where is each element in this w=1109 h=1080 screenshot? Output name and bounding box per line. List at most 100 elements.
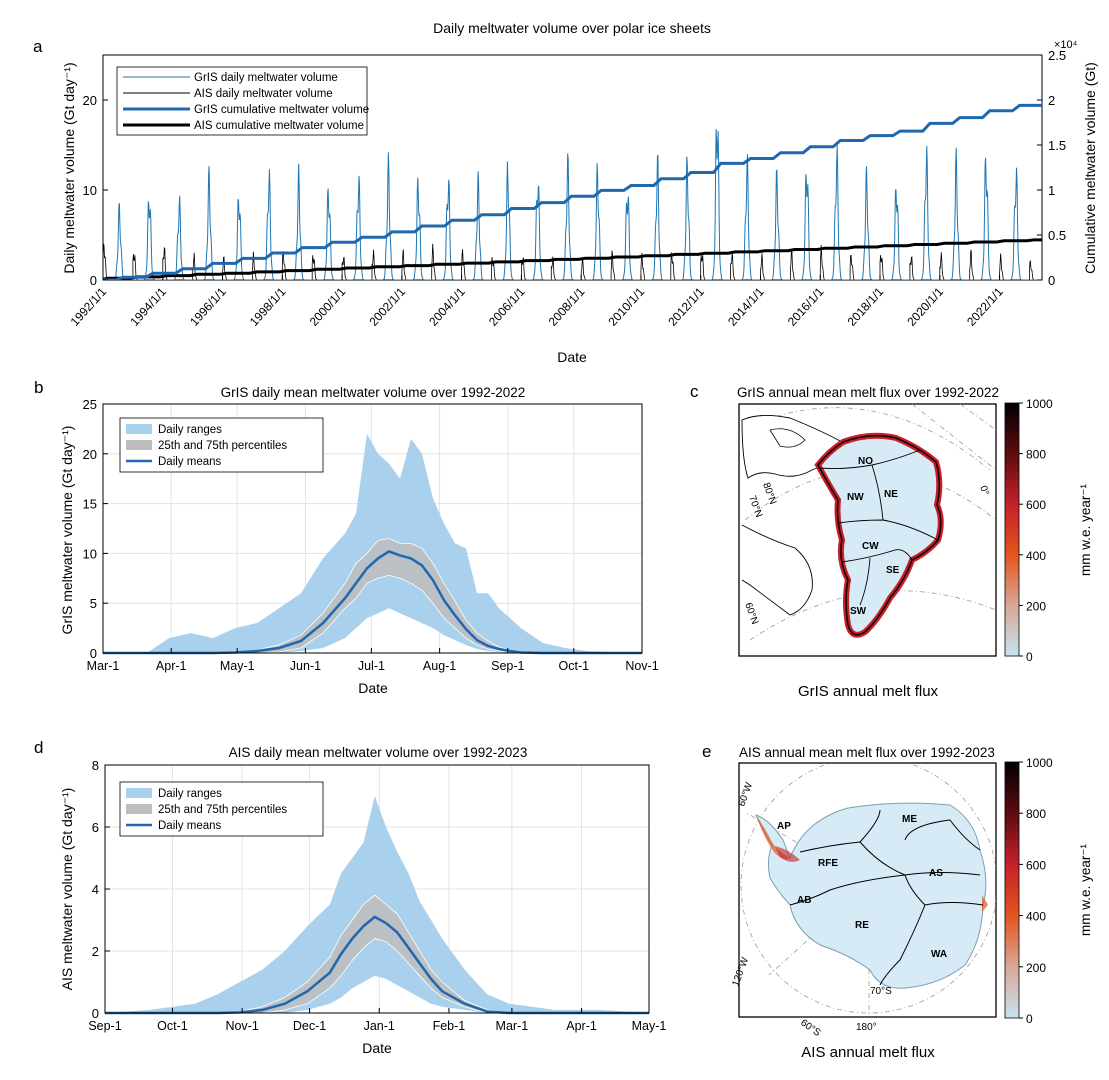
- colorbar-tick-label: 600: [1026, 858, 1046, 872]
- y-axis-label-d: AIS meltwater volume (Gt day⁻¹): [59, 788, 75, 991]
- panel-e: e AIS annual mean melt flux over 1992-20…: [702, 742, 1093, 1061]
- x-tick-label: Sep-1: [491, 659, 524, 673]
- panel-label-e: e: [702, 742, 711, 761]
- y2-tick-label-a: 1.5: [1048, 138, 1066, 153]
- legend-label-aiscum: AIS cumulative meltwater volume: [194, 120, 364, 132]
- lon-label-180: 180°: [856, 1022, 877, 1033]
- legend-swatch-range-b: [126, 424, 152, 434]
- basin-divide: [879, 904, 926, 986]
- series-gris-daily: [103, 128, 1042, 280]
- coastline-island: [769, 428, 806, 448]
- x-tick-label-a: 2010/1/1: [606, 284, 648, 328]
- colorbar-tick-label: 400: [1026, 910, 1046, 924]
- legend-box-d: [119, 781, 324, 837]
- x-tick-label: Oct-1: [157, 1019, 188, 1033]
- basin-divide: [837, 519, 939, 541]
- colorbar-tick-label: 800: [1026, 448, 1046, 462]
- area-percentile-band: [103, 538, 642, 654]
- x-axis-label-d: Date: [362, 1040, 392, 1056]
- map-content-e: AP ME RFE AS AB RE WA 70°S: [740, 763, 996, 1017]
- y-tick-label: 6: [92, 820, 99, 835]
- panel-label-a: a: [33, 37, 43, 56]
- colorbar-c: [1004, 402, 1020, 657]
- legend-label-griscum: GrIS cumulative meltwater volume: [194, 104, 369, 116]
- map-caption-e: AIS annual melt flux: [801, 1044, 935, 1061]
- x-tick-label-a: 1998/1/1: [247, 284, 289, 328]
- region-label-me: ME: [902, 814, 917, 825]
- y2-tick-label-a: 0.5: [1048, 228, 1066, 243]
- series-gris-cumulative: [103, 103, 1042, 280]
- x-tick-label: Jun-1: [290, 659, 321, 673]
- series-ais-cumulative: [103, 238, 1042, 280]
- colorbar-tick-label: 800: [1026, 807, 1046, 821]
- legend-label-grisdaily: GrIS daily meltwater volume: [194, 72, 338, 84]
- y-tick-label: 0: [90, 646, 97, 661]
- y-tick-label: 5: [90, 596, 97, 611]
- x-tick-label: Jan-1: [364, 1019, 395, 1033]
- x-tick-label: May-1: [632, 1019, 667, 1033]
- gris-margin-edge: [817, 434, 942, 636]
- region-label-as: AS: [929, 868, 943, 879]
- legend-label-aisdaily: AIS daily meltwater volume: [194, 88, 333, 100]
- y2-tick-label-a: 0: [1048, 273, 1055, 288]
- x-tick-label: Oct-1: [559, 659, 590, 673]
- y-tick-label-a: 0: [90, 273, 97, 288]
- lon-label-0: 0°: [977, 484, 991, 497]
- y2-tick-label-a: 2: [1048, 93, 1055, 108]
- x-tick-label: Aug-1: [423, 659, 456, 673]
- colorbar-e: [1004, 761, 1020, 1019]
- legend-box-b: [119, 417, 324, 473]
- basin-divide: [859, 557, 871, 606]
- y2-multiplier-a: ×10⁴: [1054, 39, 1078, 51]
- colorbar-tick-label: 0: [1026, 650, 1033, 664]
- melt-hotspot-ap2: [775, 846, 800, 862]
- legend-label-range-b: Daily ranges: [158, 424, 222, 436]
- region-label-ap: AP: [777, 821, 791, 832]
- panel-label-c: c: [690, 382, 699, 401]
- y-tick-label: 10: [83, 546, 97, 561]
- colorbar-tick-label: 1000: [1026, 756, 1053, 770]
- panel-a: a Daily meltwater volume over polar ice …: [33, 20, 1098, 365]
- ticks-d: 0 2 4 6 8 Sep-1 Oct-1 Nov-1 Dec-1 Jan-1 Feb-1 Mar-1…: [88, 758, 666, 1033]
- legend-label-mean-d: Daily means: [158, 820, 222, 832]
- x-tick-label: Mar-1: [87, 659, 120, 673]
- legend-label-pct-b: 25th and 75th percentiles: [158, 440, 287, 452]
- region-label-nw: NW: [847, 492, 864, 503]
- y-axis-label-a: Daily meltwater volume (Gt day⁻¹): [61, 62, 77, 273]
- legend-a: GrIS daily meltwater volume AIS daily me…: [116, 66, 369, 136]
- x-axis-label-b: Date: [358, 680, 388, 696]
- y-tick-label: 2: [92, 944, 99, 959]
- lat-label-70s: 70°S: [870, 986, 892, 997]
- panel-c: c GrIS annual mean melt flux over 1992-2…: [690, 382, 1093, 700]
- colorbar-ticks-c: 0 200 400 600 800 1000: [1019, 397, 1053, 664]
- x-tick-label: Jul-1: [358, 659, 385, 673]
- y2-axis-label-a: Cumulative meltwater volume (Gt): [1082, 62, 1098, 274]
- x-tick-label-a: 2004/1/1: [426, 284, 468, 328]
- ticks-b: 0 5 10 15 20 25 Mar-1 Apr-1 May-1 Jun-1 Jul-1 Aug-1…: [83, 397, 659, 673]
- region-label-cw: CW: [862, 541, 879, 552]
- region-label-wa: WA: [931, 949, 947, 960]
- basin-divide: [841, 549, 913, 563]
- x-tick-label-a: 1994/1/1: [127, 284, 169, 328]
- colorbar-tick-label: 600: [1026, 498, 1046, 512]
- legend-label-pct-d: 25th and 75th percentiles: [158, 804, 287, 816]
- chart-title-a: Daily meltwater volume over polar ice sh…: [433, 20, 711, 36]
- legend-label-range-d: Daily ranges: [158, 788, 222, 800]
- region-label-sw: SW: [850, 606, 867, 617]
- melt-hotspot-ap: [756, 815, 790, 860]
- x-tick-label: May-1: [220, 659, 255, 673]
- colorbar-tick-label: 200: [1026, 599, 1046, 613]
- x-tick-label-a: 2000/1/1: [307, 284, 349, 328]
- axes-box-b: [102, 403, 643, 654]
- legend-b: Daily ranges 25th and 75th percentiles D…: [119, 417, 324, 473]
- x-tick-label-a: 2012/1/1: [665, 284, 707, 328]
- y-axis-label-b: GrIS meltwater volume (Gt day⁻¹): [59, 426, 75, 635]
- legend-swatch-range-d: [126, 788, 152, 798]
- panel-d: d AIS daily mean meltwater volume over 1…: [34, 738, 666, 1056]
- map-title-c: GrIS annual mean melt flux over 1992-202…: [737, 385, 999, 400]
- chart-title-d: AIS daily mean meltwater volume over 199…: [229, 745, 528, 760]
- colorbar-ticks-e: 0 200 400 600 800 1000: [1019, 756, 1053, 1026]
- y-tick-label: 0: [92, 1006, 99, 1021]
- x-tick-label: Feb-1: [433, 1019, 466, 1033]
